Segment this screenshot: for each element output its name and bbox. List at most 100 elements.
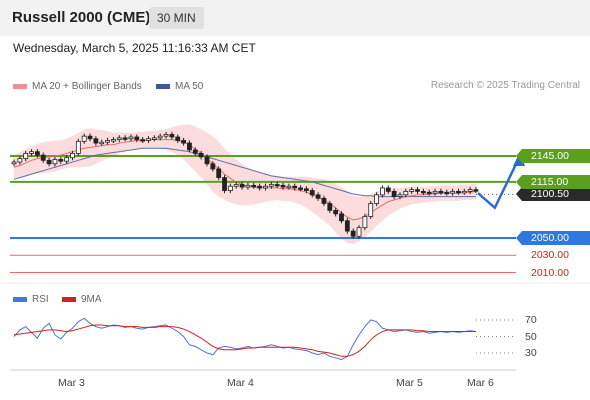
legend-rsi-label: RSI xyxy=(32,294,49,305)
candle-body xyxy=(368,203,374,217)
candle-body xyxy=(134,136,140,141)
candle-body xyxy=(198,153,204,158)
ma20-line xyxy=(13,139,477,221)
candle-body xyxy=(122,137,128,140)
candle-body xyxy=(99,141,105,145)
candle-body xyxy=(46,159,52,165)
candle-body xyxy=(70,153,75,159)
candle-body xyxy=(456,190,461,194)
candle-body xyxy=(374,194,379,204)
candle-body xyxy=(473,189,479,192)
candle-body xyxy=(380,187,385,196)
legend-ma20: MA 20 + Bollinger Bands xyxy=(13,81,142,92)
candle-body xyxy=(34,151,40,156)
candle-body xyxy=(426,191,432,195)
candle-body xyxy=(274,184,280,187)
rsi-tick-label: 50 xyxy=(525,331,537,343)
level-tag: 2030.00 xyxy=(531,249,569,262)
instrument-title: Russell 2000 (CME) xyxy=(12,9,151,26)
candle-body xyxy=(432,190,438,194)
scenario-arrow xyxy=(477,155,522,210)
legend-ma9: 9MA xyxy=(62,294,102,305)
rsi-swatch xyxy=(13,296,27,302)
candle-body xyxy=(175,136,181,141)
candle-body xyxy=(210,163,216,170)
candle-body xyxy=(52,159,58,165)
candle-body xyxy=(29,151,34,154)
level-tag: 2050.00 xyxy=(516,231,590,245)
candle-body xyxy=(23,153,29,159)
candle-body xyxy=(450,190,456,194)
candle-body xyxy=(169,134,175,138)
candle-body xyxy=(192,149,198,154)
candle-body xyxy=(216,168,222,178)
candle-body xyxy=(339,213,344,222)
candle-body xyxy=(356,227,362,237)
candle-body xyxy=(58,159,64,162)
candle-body xyxy=(257,185,263,189)
candle-body xyxy=(263,185,268,189)
rsi-line xyxy=(13,317,477,361)
candle-body xyxy=(251,184,257,188)
level-tag: 2115.00 xyxy=(516,174,590,189)
timeframe-button[interactable]: 30 MIN xyxy=(149,7,204,29)
x-tick-label: Mar 3 xyxy=(58,377,85,389)
candle-body xyxy=(467,189,473,192)
candle-body xyxy=(239,184,245,188)
candle-body xyxy=(157,135,163,139)
credit-text: Research © 2025 Trading Central xyxy=(430,80,580,91)
level-tag: 2010.00 xyxy=(531,266,569,279)
legend-ma50-label: MA 50 xyxy=(175,81,204,92)
candle-body xyxy=(362,216,368,229)
ma50-swatch xyxy=(156,83,170,89)
candle-body xyxy=(280,184,286,188)
candle-body xyxy=(87,135,93,140)
candle-body xyxy=(391,190,397,197)
candle-body xyxy=(140,139,146,142)
header-bar xyxy=(0,0,590,36)
ma20-swatch xyxy=(13,83,27,89)
x-tick-label: Mar 5 xyxy=(396,377,423,389)
rsi-tick-label: 70 xyxy=(525,314,537,326)
candle-body xyxy=(315,194,321,199)
candle-body xyxy=(111,139,116,142)
ma9-swatch xyxy=(62,296,76,302)
candle-body xyxy=(268,184,274,187)
candle-body xyxy=(17,158,23,163)
legend-ma9-label: 9MA xyxy=(81,294,102,305)
legend-ma20-label: MA 20 + Bollinger Bands xyxy=(32,81,142,92)
candle-body xyxy=(385,187,391,192)
candle-body xyxy=(128,136,134,140)
candle-body xyxy=(146,138,151,141)
x-tick-label: Mar 6 xyxy=(467,377,494,389)
candle-body xyxy=(327,203,333,211)
rsi-tick-label: 30 xyxy=(525,347,537,359)
candle-body xyxy=(415,189,420,192)
x-tick-label: Mar 4 xyxy=(227,377,254,389)
candle-body xyxy=(105,140,110,143)
candle-body xyxy=(292,185,298,189)
candle-body xyxy=(304,188,309,191)
level-tag: 2145.00 xyxy=(516,149,590,163)
candle-body xyxy=(75,140,81,154)
candle-body xyxy=(222,177,227,191)
candle-body xyxy=(11,161,17,165)
candle-body xyxy=(81,135,87,142)
candle-body xyxy=(397,194,403,197)
candle-body xyxy=(444,191,450,195)
candle-body xyxy=(227,185,233,191)
candle-body xyxy=(93,138,99,144)
timestamp: Wednesday, March 5, 2025 11:16:33 AM CET xyxy=(13,41,256,55)
candle-body xyxy=(181,140,186,144)
candle-body xyxy=(403,190,409,196)
candle-body xyxy=(298,187,303,190)
candle-body xyxy=(40,154,46,161)
candle-body xyxy=(333,209,339,215)
last-price-tag: 2100.50 xyxy=(516,187,590,202)
candle-body xyxy=(233,184,239,187)
candle-body xyxy=(163,134,169,137)
legend-ma50: MA 50 xyxy=(156,81,203,92)
rsi-ma9-line xyxy=(13,324,476,357)
bollinger-band xyxy=(14,124,476,245)
